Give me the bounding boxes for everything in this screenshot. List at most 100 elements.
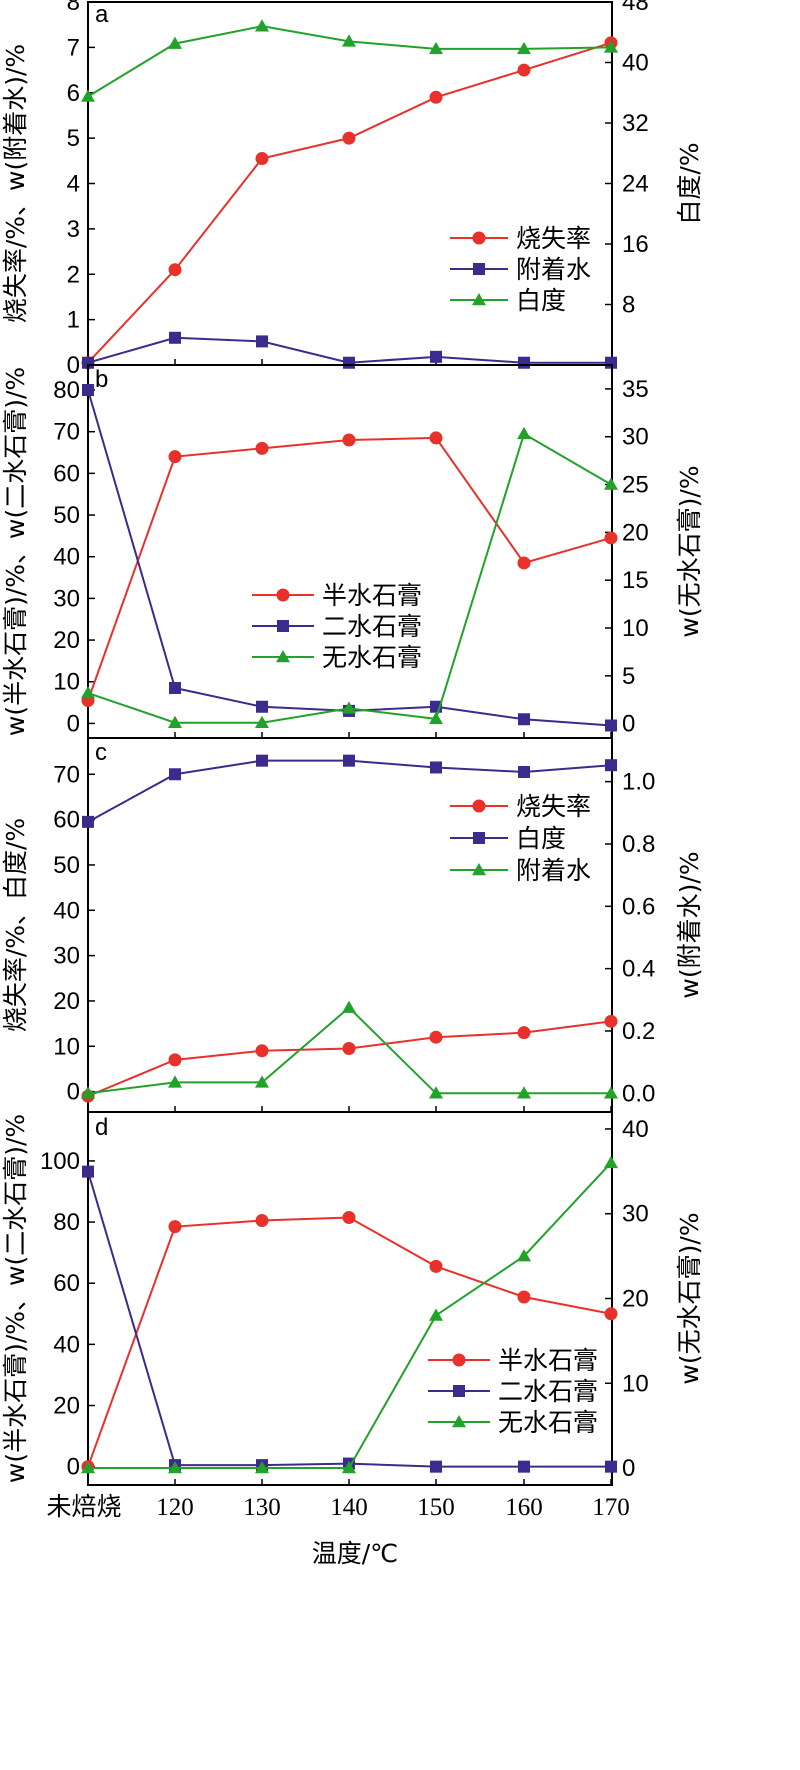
y-tick-label-left: 3 [67,216,80,243]
data-point [604,1307,618,1321]
chart-panel-d: 0 20 40 60 80 100 0 10 20 30 40 d w(半水石膏)/%、w(二水石膏)/… [1,1111,704,1486]
data-point [604,1155,618,1169]
data-point [518,1460,530,1473]
data-point [255,441,269,455]
panel-label: a [95,1,109,28]
y-tick-label-right: 8 [622,292,635,319]
legend-marker [453,1385,465,1397]
chart-panel-a: 0 1 2 3 4 5 6 7 8 8 16 24 32 40 48 a 烧失率/%、w(附着水)/% 白度/% 烧… [1,0,704,379]
x-tick-label: 160 [505,1494,543,1521]
data-point [342,131,356,145]
y-tick-label-right: 0.8 [622,831,655,858]
data-point [169,768,181,781]
y-tick-label-left: 80 [53,1209,80,1236]
data-point [255,715,269,728]
y-tick-label-right: 20 [622,1286,649,1313]
y-tick-label-right: 5 [622,663,635,690]
data-point [517,1086,531,1099]
data-point [518,713,530,726]
y-tick-label-left: 0 [67,710,80,737]
data-point [517,63,531,77]
y-tick-label-right: 10 [622,1370,649,1397]
legend-label: 附着水 [516,856,591,885]
data-point [82,1165,94,1178]
y-tick-label-right: 25 [622,472,649,499]
panel-label: b [95,366,108,393]
x-axis-label: 温度/℃ [312,1539,399,1568]
panel-label: c [95,739,107,766]
y-tick-label-left: 4 [67,171,80,198]
x-tick-label: 150 [417,1494,455,1521]
y-tick-label-right: 32 [622,110,649,137]
data-point [81,89,95,102]
data-point [168,1220,182,1234]
y-tick-label-left: 30 [53,585,80,612]
legend-label: 半水石膏 [322,581,422,610]
data-point [256,700,268,713]
data-point [429,1308,443,1321]
chart-panel-b: 0 10 20 30 40 50 60 70 80 0 5 10 15 20 25 30 35 b w(半水石膏)/… [1,364,704,739]
data-point [429,431,443,445]
data-point [342,1461,356,1474]
y-tick-label-left: 10 [53,1033,80,1060]
y-axis-label-right: w(无水石膏)/% [675,1212,704,1384]
data-point [343,356,355,369]
data-point [429,1030,443,1044]
legend-marker [452,1353,466,1367]
y-tick-label-left: 40 [53,897,80,924]
legend-marker [472,231,486,245]
data-point [168,450,182,464]
y-tick-label-left: 10 [53,669,80,696]
data-point [255,1214,269,1228]
data-point [343,754,355,767]
y-tick-label-right: 0 [622,711,635,738]
data-point [518,766,530,778]
y-tick-label-left: 80 [53,377,80,404]
data-point [168,1053,182,1067]
data-point [605,759,617,772]
legend-marker [473,263,485,275]
legend-label: 烧失率 [516,792,591,821]
data-point [82,815,94,828]
legend-label: 无水石膏 [498,1408,598,1437]
legend-marker [276,650,290,663]
data-point [256,335,268,348]
y-axis-label-right: 白度/% [675,142,704,224]
x-tick-label: 未焙烧 [46,1492,121,1521]
legend-marker [473,832,485,844]
y-tick-label-left: 40 [53,1331,80,1358]
y-axis-label-right: w(无水石膏)/% [675,465,704,637]
y-tick-label-left: 100 [40,1148,80,1175]
data-point [168,36,182,49]
y-tick-label-right: 24 [622,171,649,198]
data-point [168,263,182,277]
plot-frame [87,364,613,739]
y-tick-label-right: 15 [622,567,649,594]
series-line [87,432,612,724]
data-point [517,556,531,570]
legend-marker [277,620,289,632]
y-axis-label-left: 烧失率/%、w(附着水)/% [1,44,30,323]
data-point [430,761,442,774]
data-point [518,356,530,369]
y-tick-label-left: 70 [53,419,80,446]
legend-label: 无水石膏 [322,643,422,672]
y-tick-label-left: 2 [67,261,80,288]
y-axis-label-left: w(半水石膏)/%、w(二水石膏)/% [1,367,30,736]
x-tick-label: 120 [156,1494,194,1521]
data-point [605,719,617,732]
data-point [517,41,531,55]
y-tick-label-left: 20 [53,627,80,654]
data-point [604,477,618,490]
y-tick-label-left: 30 [53,943,80,970]
y-tick-label-right: 30 [622,424,649,451]
data-point [255,19,269,32]
y-tick-label-left: 6 [67,80,80,107]
data-point [168,1461,182,1474]
y-tick-label-left: 70 [53,761,80,788]
y-tick-label-right: 0.2 [622,1018,655,1045]
y-tick-label-right: 0.6 [622,893,655,920]
data-point [81,1461,95,1474]
data-point [168,715,182,728]
y-tick-label-right: 16 [622,231,649,258]
